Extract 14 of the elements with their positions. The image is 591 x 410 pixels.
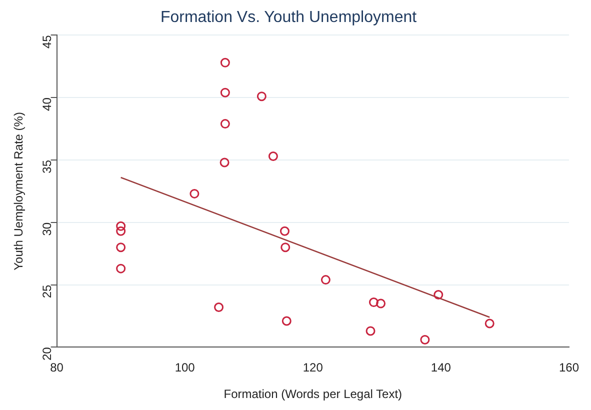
x-tick-label: 80	[50, 360, 64, 375]
x-tick-label: 140	[430, 360, 452, 375]
y-tick-label: 45	[40, 34, 54, 49]
y-tick-label: 35	[40, 160, 54, 174]
x-axis-title: Formation (Words per Legal Text)	[224, 387, 402, 402]
x-tick-label: 160	[558, 360, 580, 375]
y-tick-label: 40	[40, 97, 54, 111]
y-tick-label: 20	[40, 346, 54, 361]
y-tick-label: 30	[40, 222, 54, 236]
x-tick-label: 100	[174, 360, 196, 375]
chart-title: Formation Vs. Youth Unemployment	[160, 9, 418, 26]
y-tick-label: 25	[40, 284, 54, 298]
y-axis-title: Youth Uemployment Rate (%)	[12, 112, 26, 270]
x-tick-label: 120	[302, 360, 324, 375]
